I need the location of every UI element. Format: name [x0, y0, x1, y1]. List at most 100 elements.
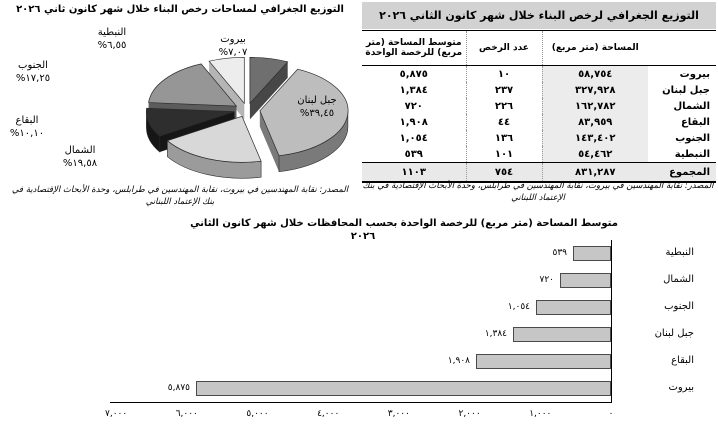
- table-row: بيروت ٥٨,٧٥٤ ١٠ ٥,٨٧٥: [362, 65, 716, 82]
- bar-category-label: بيروت: [668, 382, 694, 393]
- pie-label-1: جبل لبنان ٣٩,٤٥%: [272, 95, 362, 120]
- cell-region: بيروت: [679, 68, 710, 80]
- total-permits: ٧٥٤: [465, 162, 543, 183]
- table-source-note: المصدر: نقابة المهندسين في بيروت، نقابة …: [362, 181, 714, 203]
- x-tick-label: ١,٠٠٠: [529, 409, 552, 419]
- pie-label-name: جبل لبنان: [297, 95, 337, 106]
- bar-category-label: جبل لبنان: [654, 328, 694, 339]
- x-tick-label: ٧,٠٠٠: [105, 409, 128, 419]
- total-label: المجموع: [648, 162, 716, 183]
- bar-1: [560, 273, 611, 288]
- bar-value-label: ٧٢٠: [539, 275, 554, 285]
- bar-4: [476, 354, 611, 369]
- bar-value-label: ١,٩٠٨: [447, 356, 470, 366]
- table-header-row: المساحة (متر مربع) عدد الرخص متوسط المسا…: [362, 30, 716, 66]
- pie-label-name: الجنوب: [18, 60, 48, 71]
- x-tick-label: ٣,٠٠٠: [387, 409, 410, 419]
- cell-region: النبطية: [674, 148, 710, 160]
- cell-region: البقاع: [680, 116, 710, 128]
- header-avg: متوسط المساحة (متر مربع) للرخصة الواحدة: [362, 30, 466, 66]
- cell-avg: ١,٣٨٤: [399, 84, 428, 96]
- pie-label-3: البقاع ١٠,١٠%: [0, 115, 72, 140]
- table-title: التوزيع الجغرافي لرخص البناء خلال شهر كا…: [362, 2, 716, 29]
- bar-y-axis-line: [611, 240, 612, 403]
- pie-svg: [146, 56, 349, 179]
- cell-permits: ٢٣٧: [465, 82, 543, 98]
- pie-label-name: البقاع: [15, 115, 39, 126]
- pie-label-percent: ٧,٠٧%: [218, 46, 248, 58]
- pie-label-percent: ١٧,٢٥%: [15, 72, 51, 84]
- total-area: ٨٣١,٢٨٧: [542, 162, 648, 183]
- cell-area: ١٤٣,٤٠٢: [542, 130, 648, 146]
- cell-area: ٣٢٧,٩٢٨: [542, 82, 648, 98]
- cell-permits: ٤٤: [465, 114, 543, 130]
- bar-0: [573, 246, 611, 261]
- bar-category-label: الشمال: [663, 274, 694, 285]
- permits-table: المساحة (متر مربع) عدد الرخص متوسط المسا…: [362, 30, 716, 183]
- x-tick-label: ٦,٠٠٠: [175, 409, 198, 419]
- table-row: الجنوب ١٤٣,٤٠٢ ١٣٦ ١,٠٥٤: [362, 130, 716, 146]
- total-avg: ١١٠٣: [362, 162, 466, 183]
- pie-slice-2: [166, 115, 262, 179]
- cell-permits: ١٣٦: [465, 130, 543, 146]
- x-tick-label: ٢,٠٠٠: [458, 409, 481, 419]
- pie-label-percent: ١٠,١٠%: [9, 127, 45, 139]
- x-tick-label: ٠: [608, 409, 614, 419]
- bar-x-axis-line: [110, 402, 612, 403]
- cell-area: ٥٤,٤٦٢: [542, 146, 648, 163]
- table-row: الشمال ١٦٢,٧٨٢ ٢٢٦ ٧٢٠: [362, 98, 716, 114]
- pie-label-percent: ١٩,٥٨%: [62, 157, 98, 169]
- cell-region: جبل لبنان: [662, 84, 710, 96]
- cell-avg: ١,٠٥٤: [399, 132, 428, 144]
- cell-region: الجنوب: [675, 132, 710, 144]
- bar-value-label: ٥٣٩: [552, 248, 567, 258]
- cell-permits: ١٠١: [465, 146, 543, 163]
- pie-label-name: الشمال: [64, 145, 96, 156]
- bar-category-label: البقاع: [671, 355, 694, 366]
- cell-permits: ١٠: [465, 65, 543, 82]
- bar-category-label: الجنوب: [664, 301, 694, 312]
- cell-avg: ٥,٨٧٥: [399, 68, 428, 80]
- pie-label-5: النبطية ٦,٥٥%: [67, 27, 157, 52]
- pie-label-percent: ٣٩,٤٥%: [299, 107, 335, 119]
- header-permits: عدد الرخص: [465, 30, 543, 66]
- table-row: جبل لبنان ٣٢٧,٩٢٨ ٢٣٧ ١,٣٨٤: [362, 82, 716, 98]
- bar-value-label: ١,٣٨٤: [484, 329, 507, 339]
- bar-3: [513, 327, 611, 342]
- bar-chart-title-line1: متوسط المساحة (متر مربع) للرخصة الواحدة …: [190, 218, 618, 229]
- table-total-row: المجموع ٨٣١,٢٨٧ ٧٥٤ ١١٠٣: [362, 162, 716, 183]
- table-row: البقاع ٨٣,٩٥٩ ٤٤ ١,٩٠٨: [362, 114, 716, 130]
- pie-slice-0: [249, 57, 289, 120]
- pie-label-name: النبطية: [97, 27, 127, 38]
- bar-chart-panel: متوسط المساحة (متر مربع) للرخصة الواحدة …: [98, 216, 710, 436]
- pie-label-4: الجنوب ١٧,٢٥%: [0, 60, 78, 85]
- cell-avg: ٧٢٠: [404, 100, 423, 112]
- cell-avg: ٥٣٩: [404, 148, 423, 160]
- header-region: [648, 30, 716, 66]
- header-area: المساحة (متر مربع): [542, 30, 648, 66]
- bar-chart-title-line2: ٢٠٢٦: [350, 231, 376, 242]
- bar-category-label: النبطية: [665, 247, 694, 258]
- bar-value-label: ١,٠٥٤: [507, 302, 530, 312]
- pie-label-percent: ٦,٥٥%: [97, 39, 127, 51]
- pie-label-2: الشمال ١٩,٥٨%: [35, 145, 125, 170]
- table-row: النبطية ٥٤,٤٦٢ ١٠١ ٥٣٩: [362, 146, 716, 163]
- x-tick-label: ٤,٠٠٠: [317, 409, 340, 419]
- cell-avg: ١,٩٠٨: [399, 116, 428, 128]
- pie-chart-panel: التوزيع الجغرافي لمساحات رخص البناء خلال…: [0, 0, 360, 215]
- bar-2: [536, 300, 611, 315]
- pie-chart-title: التوزيع الجغرافي لمساحات رخص البناء خلال…: [16, 4, 344, 15]
- pie-source-note: المصدر: نقابة المهندسين في بيروت، نقابة …: [11, 185, 349, 207]
- cell-area: ٥٨,٧٥٤: [542, 65, 648, 82]
- pie-slice-1: [259, 68, 349, 173]
- cell-area: ٨٣,٩٥٩: [542, 114, 648, 130]
- cell-region: الشمال: [673, 100, 711, 112]
- cell-permits: ٢٢٦: [465, 98, 543, 114]
- pie-label-name: بيروت: [220, 34, 246, 45]
- x-tick-label: ٥,٠٠٠: [246, 409, 269, 419]
- bar-5: [196, 381, 611, 396]
- bar-value-label: ٥,٨٧٥: [167, 383, 190, 393]
- pie-label-0: بيروت ٧,٠٧%: [188, 34, 278, 59]
- cell-area: ١٦٢,٧٨٢: [542, 98, 648, 114]
